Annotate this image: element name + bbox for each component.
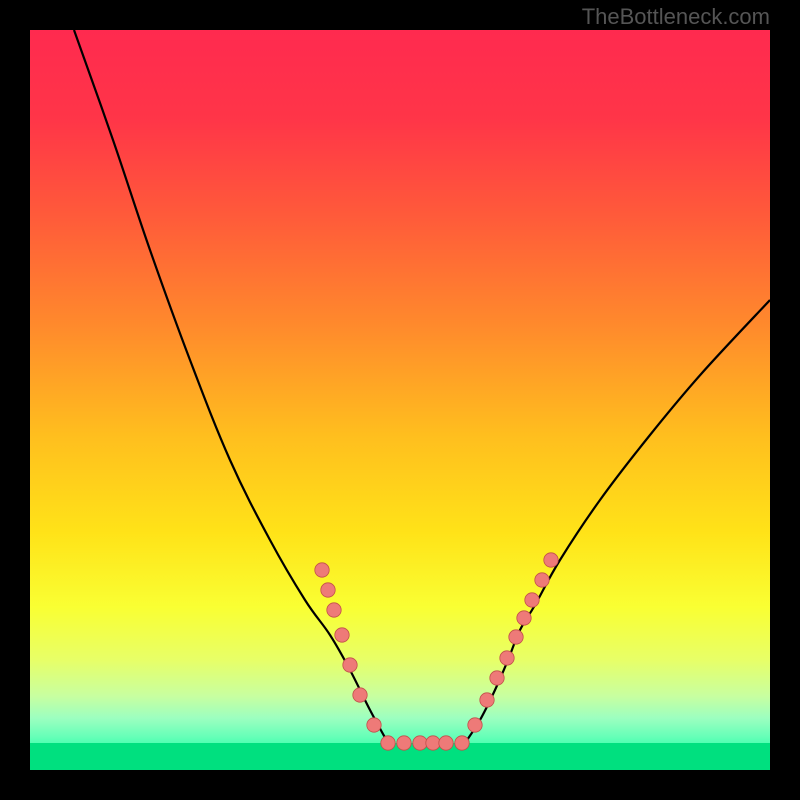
marker-point (353, 688, 367, 702)
marker-point (468, 718, 482, 732)
marker-point (413, 736, 427, 750)
gradient-background (30, 30, 770, 770)
marker-point (544, 553, 558, 567)
figure-outer: TheBottleneck.com (0, 0, 800, 800)
marker-point (517, 611, 531, 625)
marker-point (535, 573, 549, 587)
marker-point (335, 628, 349, 642)
marker-point (490, 671, 504, 685)
marker-point (509, 630, 523, 644)
plot-area (30, 30, 770, 770)
marker-point (381, 736, 395, 750)
watermark-text: TheBottleneck.com (582, 4, 770, 30)
marker-point (367, 718, 381, 732)
marker-point (397, 736, 411, 750)
marker-point (315, 563, 329, 577)
marker-point (327, 603, 341, 617)
marker-point (525, 593, 539, 607)
marker-point (321, 583, 335, 597)
chart-svg (30, 30, 770, 770)
marker-point (500, 651, 514, 665)
marker-point (455, 736, 469, 750)
marker-point (480, 693, 494, 707)
marker-point (426, 736, 440, 750)
marker-point (439, 736, 453, 750)
marker-point (343, 658, 357, 672)
